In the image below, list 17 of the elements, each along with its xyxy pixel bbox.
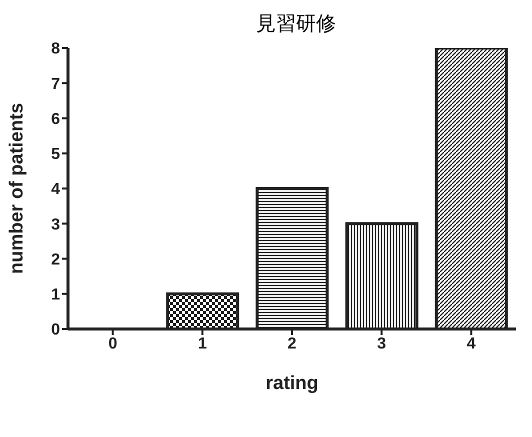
y-tick-label: 5 (51, 146, 60, 164)
y-tick-label: 3 (51, 216, 60, 234)
y-tick-label: 8 (51, 40, 60, 58)
x-tick-label: 0 (108, 335, 118, 352)
y-axis-title: number of patients (6, 102, 28, 274)
x-tick-label: 3 (377, 335, 386, 352)
x-tick-label: 2 (288, 335, 297, 352)
y-tick-label: 1 (51, 286, 60, 304)
y-tick-label: 4 (51, 181, 60, 198)
x-tick-label: 4 (466, 335, 476, 352)
y-tick-label: 2 (51, 251, 60, 268)
x-axis-title: rating (266, 373, 318, 394)
y-tick-label: 6 (51, 110, 60, 128)
y-tick-label: 0 (51, 322, 60, 339)
y-tick-label: 7 (51, 76, 60, 93)
x-tick-label: 1 (198, 335, 207, 352)
chart-title: 見習研修 (255, 10, 337, 37)
